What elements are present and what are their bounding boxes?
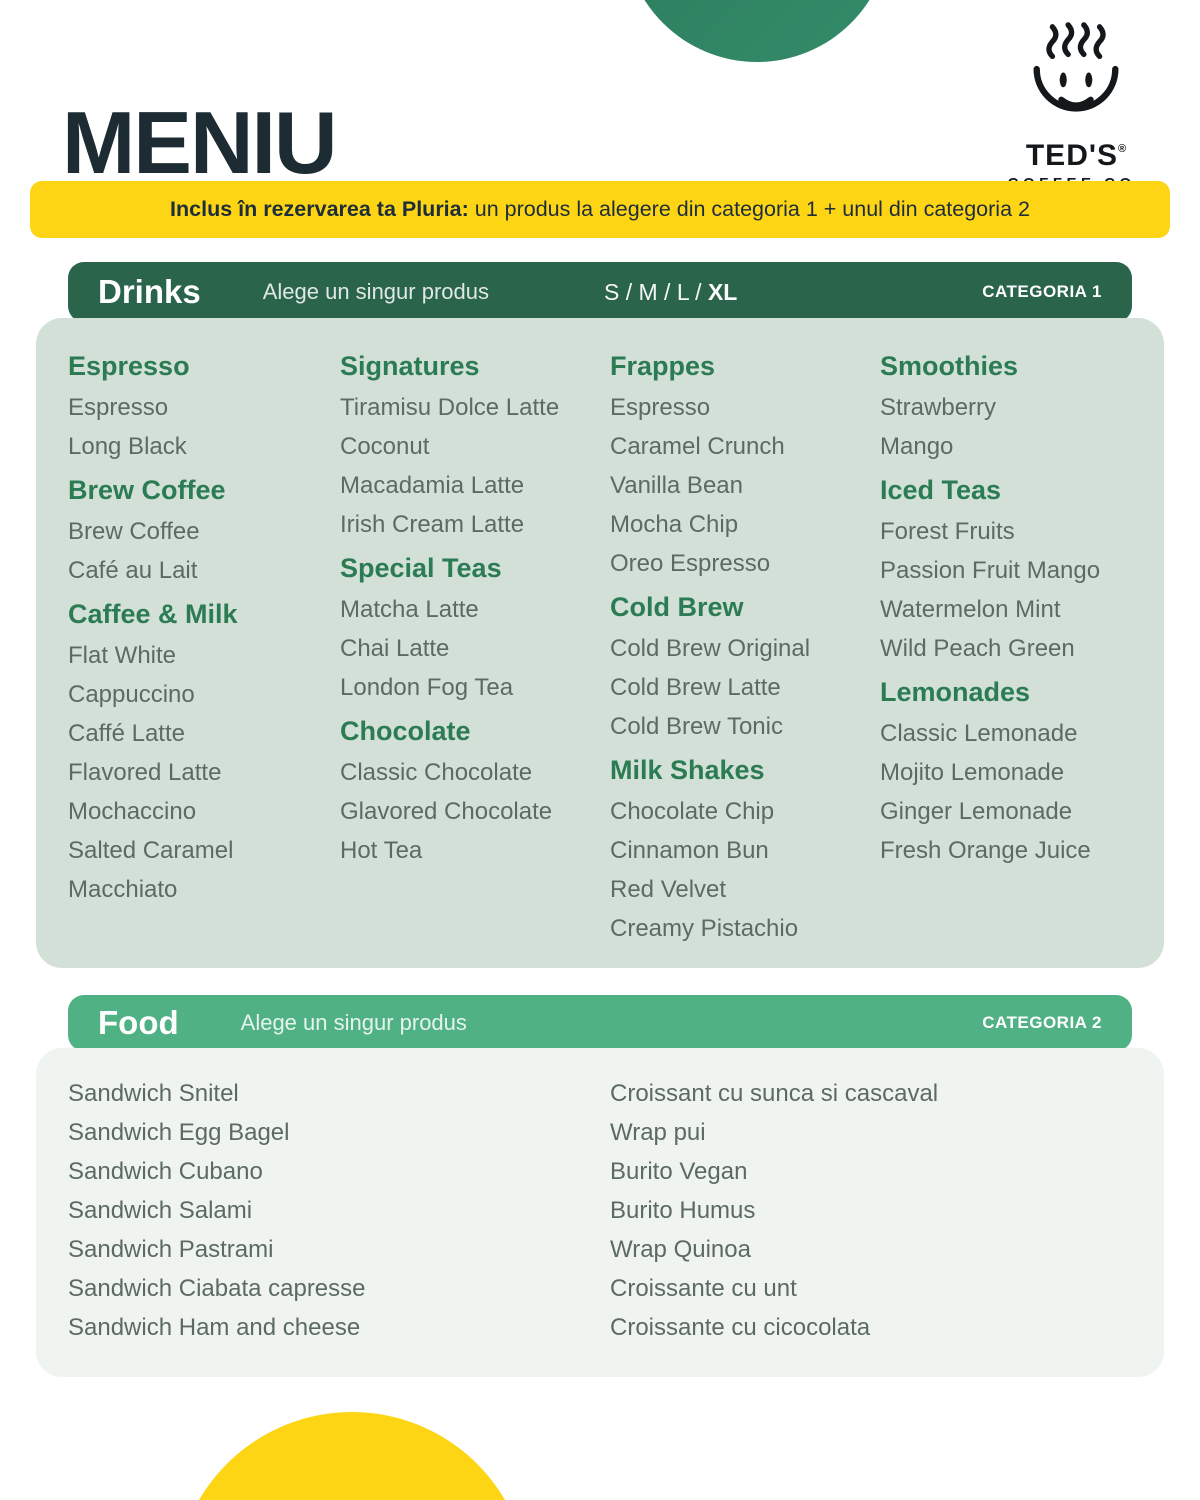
drink-item: Tiramisu Dolce Latte: [340, 394, 560, 421]
drink-category-heading: Caffee & Milk: [68, 599, 238, 629]
drink-category-heading: Espresso: [68, 351, 190, 381]
drink-item: Cold Brew Original: [610, 635, 811, 662]
drink-category-heading: Chocolate: [340, 716, 471, 746]
page-title: MENIU: [62, 92, 338, 192]
drinks-sizes: S / M / L / XL: [603, 278, 738, 305]
food-item: Croissante cu cicocolata: [610, 1314, 871, 1341]
food-subtitle: Alege un singur produs: [240, 1010, 467, 1035]
drink-category-heading: Brew Coffee: [68, 475, 226, 505]
drink-category-heading: Iced Teas: [880, 475, 1002, 505]
drink-item: Irish Cream Latte: [340, 511, 525, 538]
categoria-1-badge: CATEGORIA 1: [982, 282, 1102, 301]
food-item: Burito Humus: [610, 1197, 756, 1224]
drink-item: Cold Brew Latte: [610, 674, 781, 701]
drinks-column: Frappes Espresso Caramel Crunch Vanilla Bea…: [610, 344, 880, 968]
drink-category-heading: Milk Shakes: [610, 755, 765, 785]
food-section-header: Food Alege un singur produs CATEGORIA 2: [68, 995, 1132, 1051]
drink-category-heading: Lemonades: [880, 677, 1031, 707]
drink-item: Brew Coffee: [68, 518, 200, 545]
drinks-column: Smoothies Strawberry Mango Iced Teas Forest …: [880, 344, 1164, 968]
decor-green-circle: [624, 0, 890, 62]
food-panel: Sandwich Snitel Sandwich Egg Bagel Sandwic…: [36, 1048, 1164, 1377]
drinks-title: Drinks: [98, 273, 201, 310]
drink-item: Cold Brew Tonic: [610, 713, 783, 740]
drink-item: Fresh Orange Juice: [880, 837, 1091, 864]
drink-category-heading: Smoothies: [880, 351, 1019, 381]
drink-item: Chocolate Chip: [610, 798, 775, 825]
drinks-subtitle: Alege un singur produs: [262, 279, 489, 304]
food-item: Wrap pui: [610, 1119, 706, 1146]
drink-category-heading: Signatures: [340, 351, 480, 381]
drink-item: Salted Caramel Macchiato: [68, 837, 234, 903]
drink-item: Oreo Espresso: [610, 550, 771, 577]
food-item: Burito Vegan: [610, 1158, 748, 1185]
drink-item: Vanilla Bean: [610, 472, 743, 499]
drink-item: Creamy Pistachio: [610, 915, 799, 942]
food-item: Wrap Quinoa: [610, 1236, 751, 1263]
food-column: Croissant cu sunca si cascaval Wrap pui Bu…: [610, 1074, 1164, 1377]
logo-wordmark: TED'S®: [1025, 139, 1127, 172]
food-item: Sandwich Salami: [68, 1197, 253, 1224]
drink-item: Classic Chocolate: [340, 759, 533, 786]
teds-coffee-logo: TED'S® COFFEE CO.: [996, 20, 1156, 192]
drink-item: Glavored Chocolate: [340, 798, 553, 825]
food-item: Sandwich Cubano: [68, 1158, 263, 1185]
drinks-section-header: Drinks Alege un singur produs S / M / L …: [68, 262, 1132, 322]
banner-bold-text: Inclus în rezervarea ta Pluria:: [170, 197, 469, 221]
drink-item: Red Velvet: [610, 876, 727, 903]
drink-item: Espresso: [68, 394, 169, 421]
drink-item: Watermelon Mint: [880, 596, 1061, 623]
drink-item: Caramel Crunch: [610, 433, 785, 460]
drink-item: Mojito Lemonade: [880, 759, 1065, 786]
drink-item: Coconut Macadamia Latte: [340, 433, 525, 499]
drink-item: London Fog Tea: [340, 674, 514, 701]
drink-item: Café au Lait: [68, 557, 198, 584]
food-title: Food: [98, 1004, 179, 1041]
food-item: Croissant cu sunca si cascaval: [610, 1080, 939, 1107]
drink-item: Hot Tea: [340, 837, 423, 864]
drink-category-heading: Special Teas: [340, 553, 502, 583]
food-item: Sandwich Snitel: [68, 1080, 239, 1107]
drinks-column: Espresso Espresso Long Black Brew Coffee Bre…: [68, 344, 340, 968]
drink-item: Wild Peach Green: [880, 635, 1075, 662]
food-item: Croissante cu unt: [610, 1275, 797, 1302]
drink-item: Espresso: [610, 394, 711, 421]
drink-item: Chai Latte: [340, 635, 450, 662]
drinks-panel: Espresso Espresso Long Black Brew Coffee Bre…: [36, 318, 1164, 968]
drink-item: Long Black: [68, 433, 187, 460]
registered-mark: ®: [1118, 143, 1127, 155]
drinks-column: Signatures Tiramisu Dolce Latte Coconut Ma…: [340, 344, 610, 968]
drink-item: Flat White: [68, 642, 177, 669]
drink-item: Flavored Latte: [68, 759, 222, 786]
drink-item: Ginger Lemonade: [880, 798, 1073, 825]
drink-item: Cinnamon Bun: [610, 837, 769, 864]
drink-item: Classic Lemonade: [880, 720, 1078, 747]
drink-item: Mocha Chip: [610, 511, 739, 538]
categoria-2-badge: CATEGORIA 2: [982, 1013, 1102, 1032]
pluria-inclusion-banner: Inclus în rezervarea ta Pluria: un produ…: [30, 181, 1170, 238]
drink-item: Passion Fruit Mango: [880, 557, 1101, 584]
drink-item: Cappuccino: [68, 681, 195, 708]
drink-item: Mango: [880, 433, 954, 460]
drink-category-heading: Frappes: [610, 351, 716, 381]
food-item: Sandwich Ham and cheese: [68, 1314, 361, 1341]
food-item: Sandwich Pastrami: [68, 1236, 274, 1263]
drink-item: Mochaccino: [68, 798, 197, 825]
drink-item: Strawberry: [880, 394, 997, 421]
smiley-cup-icon: [1033, 22, 1119, 112]
food-item: Sandwich Egg Bagel: [68, 1119, 290, 1146]
drink-item: Matcha Latte: [340, 596, 479, 623]
drink-item: Forest Fruits: [880, 518, 1015, 545]
drink-item: Caffé Latte: [68, 720, 185, 747]
food-column: Sandwich Snitel Sandwich Egg Bagel Sandwic…: [68, 1074, 610, 1377]
drink-category-heading: Cold Brew: [610, 592, 744, 622]
food-item: Sandwich Ciabata capresse: [68, 1275, 366, 1302]
decor-yellow-circle: [175, 1412, 529, 1500]
banner-regular-text: un produs la alegere din categoria 1 + u…: [468, 197, 1030, 221]
